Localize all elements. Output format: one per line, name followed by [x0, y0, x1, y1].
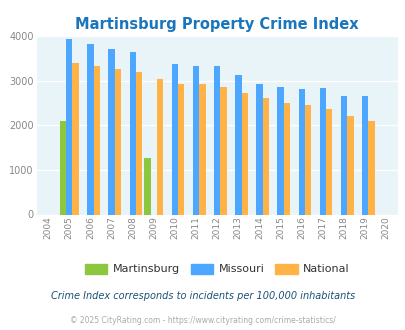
Bar [346, 116, 353, 214]
Bar [66, 39, 72, 214]
Bar [87, 44, 94, 214]
Bar [241, 93, 247, 214]
Bar [340, 96, 346, 214]
Bar [213, 66, 220, 214]
Text: © 2025 CityRating.com - https://www.cityrating.com/crime-statistics/: © 2025 CityRating.com - https://www.city… [70, 316, 335, 325]
Bar [94, 66, 100, 214]
Bar [234, 75, 241, 214]
Bar [157, 79, 163, 214]
Bar [256, 83, 262, 214]
Bar [60, 121, 66, 214]
Bar [72, 63, 79, 214]
Bar [108, 49, 115, 214]
Bar [199, 84, 205, 214]
Bar [325, 109, 332, 214]
Bar [144, 158, 150, 215]
Title: Martinsburg Property Crime Index: Martinsburg Property Crime Index [75, 17, 358, 32]
Bar [277, 87, 283, 214]
Bar [298, 89, 304, 214]
Bar [171, 64, 178, 214]
Bar [367, 121, 374, 214]
Bar [192, 66, 199, 214]
Bar [262, 98, 269, 214]
Bar [178, 83, 184, 214]
Bar [361, 96, 367, 214]
Bar [220, 87, 226, 214]
Bar [304, 105, 311, 214]
Bar [319, 88, 325, 214]
Bar [129, 52, 136, 214]
Bar [136, 72, 142, 215]
Legend: Martinsburg, Missouri, National: Martinsburg, Missouri, National [80, 259, 354, 279]
Text: Crime Index corresponds to incidents per 100,000 inhabitants: Crime Index corresponds to incidents per… [51, 291, 354, 301]
Bar [283, 103, 290, 214]
Bar [115, 69, 121, 214]
